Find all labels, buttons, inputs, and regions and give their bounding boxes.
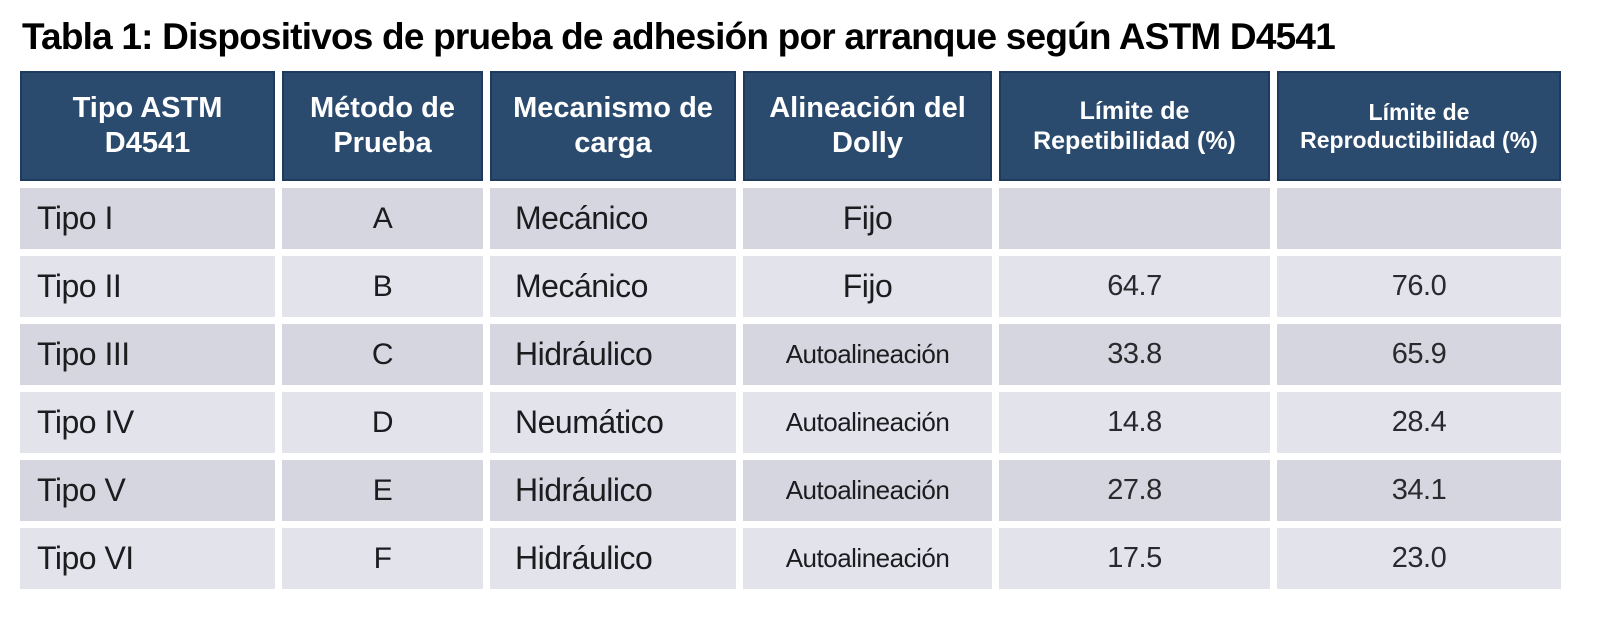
cell-mecanismo: Mecánico xyxy=(490,188,736,249)
column-header-limite-reproductibilidad: Límite de Reproductibilidad (%) xyxy=(1277,71,1561,181)
column-header-alineacion-dolly: Alineación del Dolly xyxy=(743,71,992,181)
cell-mecanismo: Mecánico xyxy=(490,256,736,317)
cell-repetibilidad: 64.7 xyxy=(999,256,1270,317)
cell-alineacion: Autoalineación xyxy=(743,392,992,453)
column-header-limite-repetibilidad: Límite de Repetibilidad (%) xyxy=(999,71,1270,181)
table-row-tipo-5: Tipo V E Hidráulico Autoalineación 27.8 … xyxy=(20,460,1561,521)
cell-repetibilidad: 33.8 xyxy=(999,324,1270,385)
cell-mecanismo: Hidráulico xyxy=(490,460,736,521)
cell-repetibilidad: 27.8 xyxy=(999,460,1270,521)
table-row-tipo-3: Tipo III C Hidráulico Autoalineación 33.… xyxy=(20,324,1561,385)
cell-alineacion: Autoalineación xyxy=(743,528,992,589)
table-row-tipo-1: Tipo I A Mecánico Fijo xyxy=(20,188,1561,249)
cell-repetibilidad: 14.8 xyxy=(999,392,1270,453)
cell-alineacion: Autoalineación xyxy=(743,324,992,385)
astm-d4541-table: Tipo ASTM D4541 Método de Prueba Mecanis… xyxy=(13,64,1568,596)
cell-metodo: D xyxy=(282,392,483,453)
cell-metodo: F xyxy=(282,528,483,589)
table-caption: Tabla 1: Dispositivos de prueba de adhes… xyxy=(22,16,1336,57)
cell-reproductibilidad: 28.4 xyxy=(1277,392,1561,453)
cell-metodo: E xyxy=(282,460,483,521)
column-header-metodo-prueba: Método de Prueba xyxy=(282,71,483,181)
table-row-tipo-4: Tipo IV D Neumático Autoalineación 14.8 … xyxy=(20,392,1561,453)
table-header: Tipo ASTM D4541 Método de Prueba Mecanis… xyxy=(20,71,1561,181)
cell-metodo: A xyxy=(282,188,483,249)
cell-alineacion: Fijo xyxy=(743,256,992,317)
table-row-tipo-2: Tipo II B Mecánico Fijo 64.7 76.0 xyxy=(20,256,1561,317)
column-header-mecanismo-carga: Mecanismo de carga xyxy=(490,71,736,181)
cell-reproductibilidad: 23.0 xyxy=(1277,528,1561,589)
cell-tipo: Tipo V xyxy=(20,460,275,521)
cell-repetibilidad xyxy=(999,188,1270,249)
cell-reproductibilidad: 65.9 xyxy=(1277,324,1561,385)
cell-mecanismo: Hidráulico xyxy=(490,324,736,385)
column-header-tipo-astm: Tipo ASTM D4541 xyxy=(20,71,275,181)
cell-repetibilidad: 17.5 xyxy=(999,528,1270,589)
cell-mecanismo: Neumático xyxy=(490,392,736,453)
table-body: Tipo I A Mecánico Fijo Tipo II B Mecánic… xyxy=(20,188,1561,589)
cell-tipo: Tipo III xyxy=(20,324,275,385)
cell-alineacion: Autoalineación xyxy=(743,460,992,521)
cell-metodo: B xyxy=(282,256,483,317)
header-row: Tipo ASTM D4541 Método de Prueba Mecanis… xyxy=(20,71,1561,181)
cell-tipo: Tipo I xyxy=(20,188,275,249)
cell-tipo: Tipo IV xyxy=(20,392,275,453)
cell-alineacion: Fijo xyxy=(743,188,992,249)
cell-reproductibilidad xyxy=(1277,188,1561,249)
cell-tipo: Tipo II xyxy=(20,256,275,317)
cell-mecanismo: Hidráulico xyxy=(490,528,736,589)
cell-reproductibilidad: 34.1 xyxy=(1277,460,1561,521)
cell-reproductibilidad: 76.0 xyxy=(1277,256,1561,317)
cell-tipo: Tipo VI xyxy=(20,528,275,589)
table-row-tipo-6: Tipo VI F Hidráulico Autoalineación 17.5… xyxy=(20,528,1561,589)
cell-metodo: C xyxy=(282,324,483,385)
